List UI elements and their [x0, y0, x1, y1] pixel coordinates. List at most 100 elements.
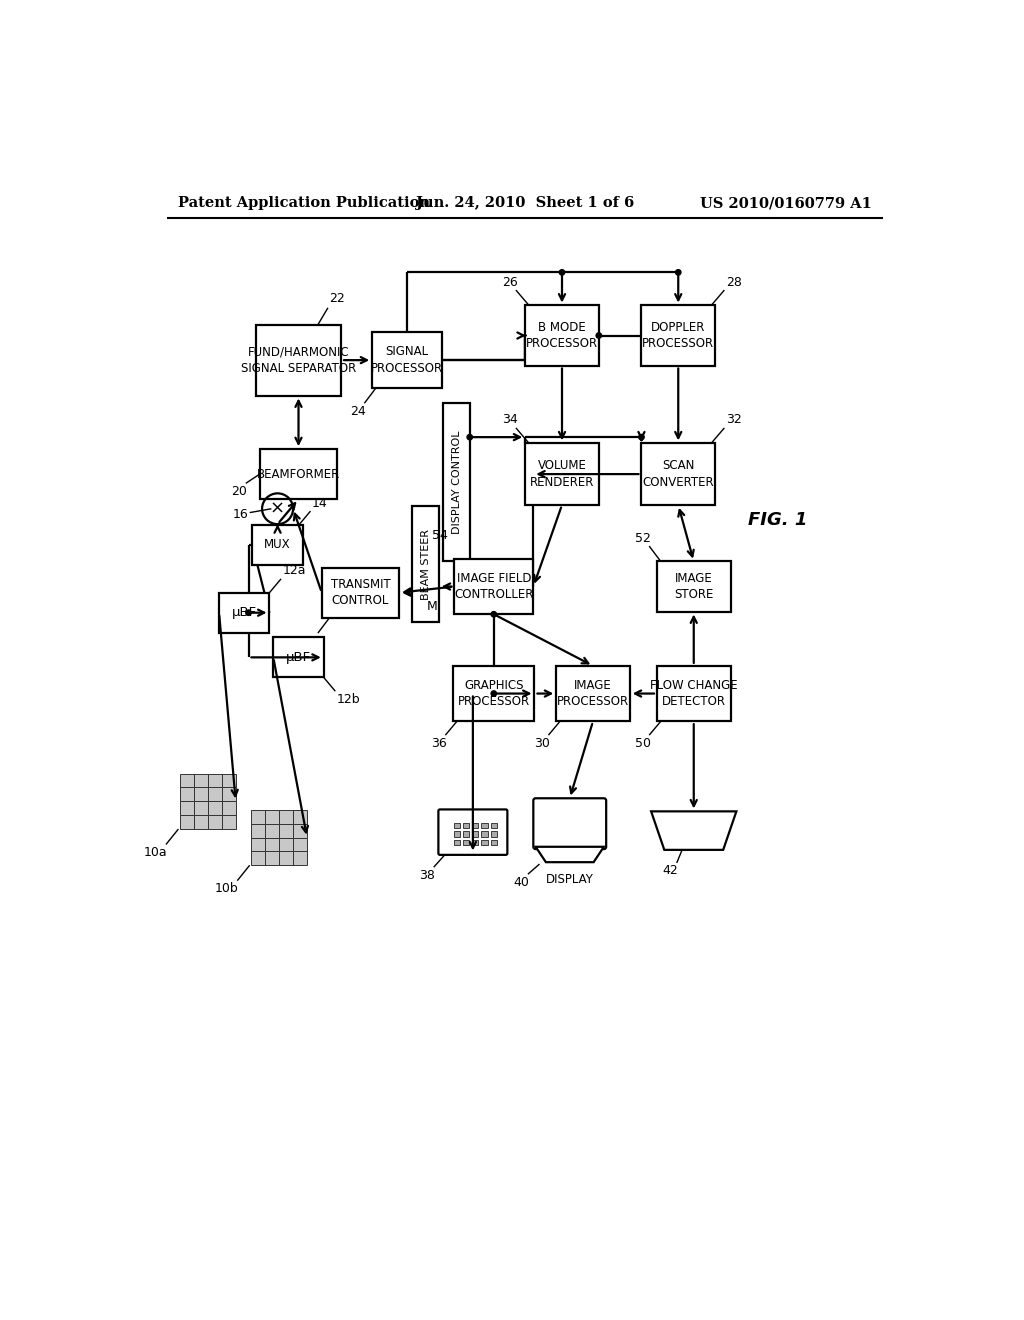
- Bar: [252, 525, 303, 565]
- Bar: [641, 444, 715, 506]
- Bar: [265, 810, 280, 824]
- Bar: [481, 832, 487, 837]
- Text: 14: 14: [312, 496, 328, 510]
- Text: 32: 32: [726, 413, 741, 426]
- Text: ×: ×: [270, 500, 285, 517]
- Bar: [525, 444, 599, 506]
- Bar: [657, 561, 730, 611]
- Bar: [455, 558, 534, 614]
- Bar: [454, 840, 460, 845]
- Bar: [454, 832, 460, 837]
- Bar: [265, 851, 280, 866]
- Bar: [490, 822, 497, 829]
- Bar: [556, 665, 630, 721]
- Text: 18: 18: [303, 635, 319, 648]
- Bar: [256, 325, 341, 396]
- Text: DISPLAY: DISPLAY: [546, 873, 594, 886]
- Text: μBF: μBF: [231, 606, 257, 619]
- Bar: [222, 801, 236, 816]
- Circle shape: [596, 333, 601, 338]
- Bar: [280, 824, 293, 838]
- Bar: [265, 837, 280, 851]
- Bar: [463, 832, 469, 837]
- Bar: [194, 801, 208, 816]
- Bar: [251, 810, 265, 824]
- Text: SIGNAL
PROCESSOR: SIGNAL PROCESSOR: [371, 346, 443, 375]
- Bar: [641, 305, 715, 366]
- Text: BEAM STEER: BEAM STEER: [421, 529, 431, 599]
- Text: GRAPHICS
PROCESSOR: GRAPHICS PROCESSOR: [458, 678, 529, 709]
- Circle shape: [246, 610, 251, 615]
- Bar: [657, 665, 730, 721]
- Bar: [251, 824, 265, 838]
- Bar: [490, 832, 497, 837]
- FancyBboxPatch shape: [534, 799, 606, 849]
- Polygon shape: [651, 812, 736, 850]
- Text: 24: 24: [350, 405, 366, 418]
- Bar: [251, 851, 265, 866]
- Bar: [208, 801, 222, 816]
- Bar: [293, 824, 307, 838]
- Bar: [280, 837, 293, 851]
- Bar: [180, 774, 194, 788]
- Text: 34: 34: [502, 413, 517, 426]
- Bar: [454, 822, 460, 829]
- Bar: [265, 824, 280, 838]
- Text: DOPPLER
PROCESSOR: DOPPLER PROCESSOR: [642, 321, 715, 350]
- Text: 38: 38: [420, 869, 435, 882]
- Text: IMAGE
STORE: IMAGE STORE: [674, 572, 714, 602]
- Bar: [194, 788, 208, 801]
- Text: 36: 36: [431, 737, 446, 750]
- Bar: [472, 822, 478, 829]
- Text: MI: MI: [427, 601, 441, 612]
- Polygon shape: [536, 847, 604, 862]
- Bar: [219, 593, 269, 632]
- Text: 20: 20: [231, 484, 248, 498]
- Bar: [472, 840, 478, 845]
- Bar: [222, 774, 236, 788]
- Text: SCAN
CONVERTER: SCAN CONVERTER: [642, 459, 714, 488]
- Bar: [525, 305, 599, 366]
- Circle shape: [492, 611, 497, 616]
- Bar: [443, 404, 470, 561]
- Bar: [222, 788, 236, 801]
- Text: 28: 28: [726, 276, 741, 289]
- Text: IMAGE
PROCESSOR: IMAGE PROCESSOR: [557, 678, 629, 709]
- Text: μBF: μBF: [286, 651, 311, 664]
- Bar: [208, 788, 222, 801]
- Circle shape: [559, 269, 564, 275]
- Text: TRANSMIT
CONTROL: TRANSMIT CONTROL: [331, 578, 390, 607]
- Text: 16: 16: [232, 508, 248, 520]
- Bar: [194, 774, 208, 788]
- Bar: [260, 449, 337, 499]
- Circle shape: [467, 434, 472, 440]
- Text: BEAMFORMER: BEAMFORMER: [257, 467, 340, 480]
- Text: Patent Application Publication: Patent Application Publication: [178, 197, 430, 210]
- Text: 22: 22: [330, 292, 345, 305]
- Text: 54: 54: [432, 529, 449, 543]
- Text: 10a: 10a: [144, 846, 168, 859]
- Bar: [453, 665, 535, 721]
- Bar: [322, 568, 399, 618]
- Bar: [280, 851, 293, 866]
- Bar: [180, 788, 194, 801]
- Text: 40: 40: [514, 875, 529, 888]
- Bar: [293, 851, 307, 866]
- Text: 50: 50: [635, 737, 650, 750]
- Bar: [472, 832, 478, 837]
- Bar: [251, 837, 265, 851]
- Text: Jun. 24, 2010  Sheet 1 of 6: Jun. 24, 2010 Sheet 1 of 6: [416, 197, 634, 210]
- Text: US 2010/0160779 A1: US 2010/0160779 A1: [700, 197, 872, 210]
- Text: DISPLAY CONTROL: DISPLAY CONTROL: [452, 430, 462, 533]
- Bar: [208, 774, 222, 788]
- Bar: [463, 822, 469, 829]
- FancyBboxPatch shape: [438, 809, 507, 855]
- Bar: [413, 507, 438, 622]
- Bar: [208, 816, 222, 829]
- Bar: [222, 816, 236, 829]
- Text: B MODE
PROCESSOR: B MODE PROCESSOR: [526, 321, 598, 350]
- Bar: [194, 816, 208, 829]
- Bar: [180, 801, 194, 816]
- Bar: [372, 333, 442, 388]
- Text: 10b: 10b: [215, 882, 239, 895]
